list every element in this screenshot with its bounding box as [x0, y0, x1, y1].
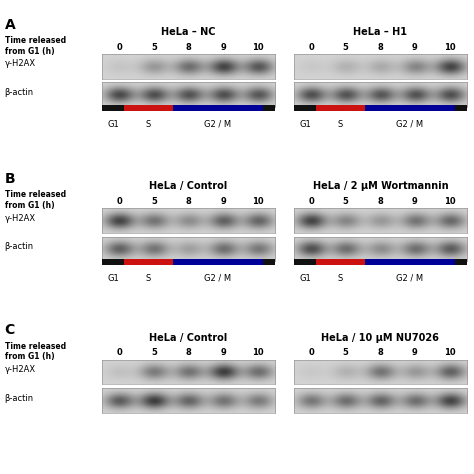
Text: G1: G1 — [299, 274, 311, 283]
Bar — [316, 105, 365, 111]
Text: β-actin: β-actin — [5, 394, 34, 402]
Text: γ-H2AX: γ-H2AX — [5, 60, 36, 68]
Text: 0: 0 — [308, 197, 314, 206]
Text: Time released
from G1 (h): Time released from G1 (h) — [5, 191, 66, 210]
Text: 5: 5 — [343, 43, 349, 52]
Text: G2 / M: G2 / M — [204, 274, 231, 283]
Text: HeLa – NC: HeLa – NC — [161, 27, 216, 37]
Text: 0: 0 — [308, 43, 314, 52]
Text: γ-H2AX: γ-H2AX — [5, 365, 36, 374]
Text: G1: G1 — [107, 274, 119, 283]
Text: B: B — [5, 172, 15, 186]
Text: S: S — [338, 120, 343, 129]
Bar — [102, 105, 124, 111]
Bar — [124, 259, 173, 265]
Bar — [294, 259, 316, 265]
Text: 5: 5 — [151, 43, 157, 52]
Bar — [173, 105, 263, 111]
Text: G2 / M: G2 / M — [396, 120, 423, 129]
Bar — [316, 259, 365, 265]
Text: HeLa / 10 μM NU7026: HeLa / 10 μM NU7026 — [321, 333, 439, 343]
Text: 9: 9 — [412, 348, 418, 357]
Text: β-actin: β-actin — [5, 88, 34, 97]
Text: 9: 9 — [220, 43, 226, 52]
Bar — [365, 259, 455, 265]
Text: 10: 10 — [252, 43, 264, 52]
Text: A: A — [5, 18, 16, 32]
Text: 8: 8 — [185, 348, 191, 357]
Text: 5: 5 — [151, 348, 157, 357]
Text: 9: 9 — [412, 197, 418, 206]
Text: 0: 0 — [116, 43, 122, 52]
Text: S: S — [338, 274, 343, 283]
Text: γ-H2AX: γ-H2AX — [5, 214, 36, 222]
Text: 9: 9 — [220, 197, 226, 206]
Text: 5: 5 — [343, 348, 349, 357]
Text: 8: 8 — [185, 197, 191, 206]
Text: HeLa / Control: HeLa / Control — [149, 333, 228, 343]
Text: 5: 5 — [343, 197, 349, 206]
Text: 10: 10 — [252, 348, 264, 357]
Text: Time released
from G1 (h): Time released from G1 (h) — [5, 36, 66, 55]
Text: 0: 0 — [116, 348, 122, 357]
Text: 0: 0 — [308, 348, 314, 357]
Bar — [455, 105, 467, 111]
Text: HeLa / 2 μM Wortmannin: HeLa / 2 μM Wortmannin — [312, 181, 448, 191]
Text: G1: G1 — [299, 120, 311, 129]
Text: 5: 5 — [151, 197, 157, 206]
Bar — [455, 259, 467, 265]
Text: 8: 8 — [185, 43, 191, 52]
Text: 10: 10 — [444, 43, 456, 52]
Text: 10: 10 — [444, 348, 456, 357]
Bar — [263, 105, 275, 111]
Bar — [173, 259, 263, 265]
Text: 8: 8 — [377, 43, 383, 52]
Text: 8: 8 — [377, 348, 383, 357]
Text: 0: 0 — [116, 197, 122, 206]
Text: 9: 9 — [412, 43, 418, 52]
Bar — [102, 259, 124, 265]
Text: 10: 10 — [444, 197, 456, 206]
Text: Time released
from G1 (h): Time released from G1 (h) — [5, 342, 66, 361]
Text: HeLa – H1: HeLa – H1 — [354, 27, 407, 37]
Text: G2 / M: G2 / M — [204, 120, 231, 129]
Bar — [263, 259, 275, 265]
Bar — [365, 105, 455, 111]
Text: HeLa / Control: HeLa / Control — [149, 181, 228, 191]
Text: 9: 9 — [220, 348, 226, 357]
Text: 8: 8 — [377, 197, 383, 206]
Text: C: C — [5, 323, 15, 337]
Text: 10: 10 — [252, 197, 264, 206]
Text: S: S — [146, 274, 151, 283]
Text: β-actin: β-actin — [5, 242, 34, 251]
Text: G1: G1 — [107, 120, 119, 129]
Bar — [294, 105, 316, 111]
Text: G2 / M: G2 / M — [396, 274, 423, 283]
Bar — [124, 105, 173, 111]
Text: S: S — [146, 120, 151, 129]
